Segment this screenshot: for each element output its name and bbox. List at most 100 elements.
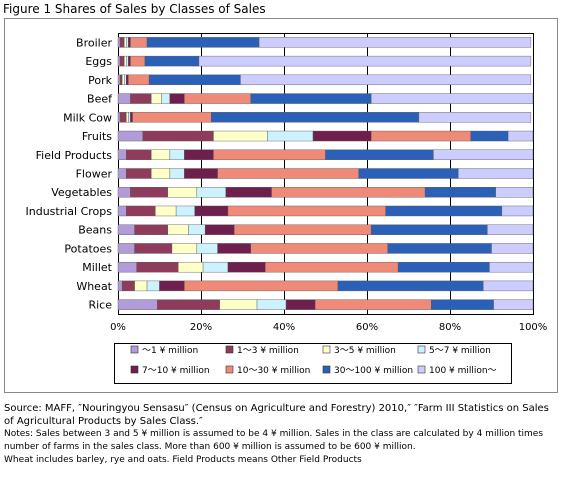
bar-segment [370, 93, 534, 104]
bar-segment [312, 130, 372, 142]
bar-segment [198, 55, 532, 67]
bar-segment [213, 130, 268, 142]
bar-segment [169, 149, 185, 160]
bar-segment [117, 280, 123, 292]
bar-segment [130, 112, 133, 123]
legend-swatch [322, 345, 331, 354]
chart-frame: Broiler Eggs Pork Beef Milk Cow Fruits Field P… [4, 18, 558, 393]
bar-segment [146, 280, 160, 292]
bar-segment [177, 261, 204, 273]
bar-segment [136, 261, 179, 273]
category-label: Milk Cow [63, 111, 112, 124]
bar-segment [204, 224, 235, 235]
bar-segment [142, 130, 214, 142]
bar-segment [117, 93, 131, 104]
bar-segment [169, 93, 185, 104]
bar-segment [431, 299, 494, 310]
bar-segment [126, 205, 156, 217]
bar-segment [132, 112, 212, 123]
bar-segment [256, 299, 287, 310]
legend-label: ～1 ¥ million [142, 346, 198, 356]
bar-segment [117, 224, 135, 235]
bar-segment [117, 261, 137, 273]
bar-segment [134, 280, 148, 292]
legend-label: 3～5 ¥ million [334, 346, 396, 356]
bar-segment [130, 37, 148, 48]
legend-swatch [417, 365, 426, 374]
bar-segment [285, 299, 316, 310]
bar-segment [134, 243, 173, 254]
bar-segment [258, 37, 532, 48]
legend-swatch [130, 365, 139, 374]
bar-segment [470, 130, 509, 142]
bar-segment [196, 187, 227, 198]
bar-segment [126, 112, 129, 123]
bar-segment [250, 93, 372, 104]
bar-segment [144, 55, 200, 67]
bar-segment [134, 224, 169, 235]
bar-segment [267, 130, 314, 142]
bar-segment [117, 187, 131, 198]
bar-segment [117, 205, 127, 217]
category-label: Field Products [36, 149, 113, 162]
bar-segment [167, 187, 198, 198]
bar-segment [124, 74, 127, 86]
legend-swatch [225, 345, 234, 354]
category-label: Beef [87, 93, 113, 106]
bar-segment [117, 130, 144, 142]
bar-segment [188, 224, 206, 235]
bar-segment [157, 299, 220, 310]
bar-segment [119, 112, 127, 123]
bar-segment [128, 55, 131, 67]
bar-segment [370, 130, 471, 142]
bar-segment [117, 74, 121, 86]
bar-segment [167, 224, 189, 235]
bar-segment [126, 55, 129, 67]
x-tick-label: 100% [519, 322, 548, 333]
bar-segment [219, 299, 258, 310]
category-label: Beans [78, 224, 112, 237]
bar-segment [117, 37, 121, 48]
bar-segment [184, 168, 218, 179]
category-label: Fruits [82, 130, 112, 143]
x-tick-label: 20% [190, 322, 212, 333]
bar-segment [387, 243, 492, 254]
bar-segment [117, 168, 127, 179]
bar-segment [119, 55, 125, 67]
bar-segment [385, 205, 503, 217]
category-label: Flower [76, 168, 113, 181]
bar-segment [493, 299, 534, 310]
bar-segment [117, 243, 135, 254]
bar-segment [121, 74, 125, 86]
bar-segment [121, 280, 135, 292]
bar-segment [501, 205, 534, 217]
bar-segment [126, 149, 152, 160]
chart-footer: Source: MAFF, ″Nouringyou Sensasu″ (Cens… [4, 402, 560, 467]
category-label: Pork [88, 74, 112, 87]
bar-segment [146, 37, 260, 48]
note-line: Wheat includes barley, rye and oats. Fie… [4, 455, 362, 465]
bar-segment [271, 187, 426, 198]
bar-segment [227, 261, 266, 273]
bar-segment [150, 149, 171, 160]
bar-segment [433, 149, 534, 160]
category-label: Wheat [76, 280, 112, 293]
bar-segment [117, 149, 127, 160]
bar-segment [128, 74, 150, 86]
bar-segment [128, 37, 131, 48]
legend-label: 30～100 ¥ million [334, 366, 413, 376]
bar-segment [370, 224, 488, 235]
bar-segment [213, 149, 326, 160]
x-tick-label: 80% [439, 322, 461, 333]
bar-segment [169, 168, 185, 179]
bar-segment [155, 205, 177, 217]
bar-segment [184, 280, 339, 292]
bar-segment [194, 205, 229, 217]
bar-segment [150, 93, 162, 104]
bar-segment [124, 55, 127, 67]
bar-segment [130, 187, 168, 198]
bar-segment [507, 130, 534, 142]
bar-segment [483, 280, 534, 292]
bar-segment [161, 93, 171, 104]
bar-segment [217, 243, 252, 254]
